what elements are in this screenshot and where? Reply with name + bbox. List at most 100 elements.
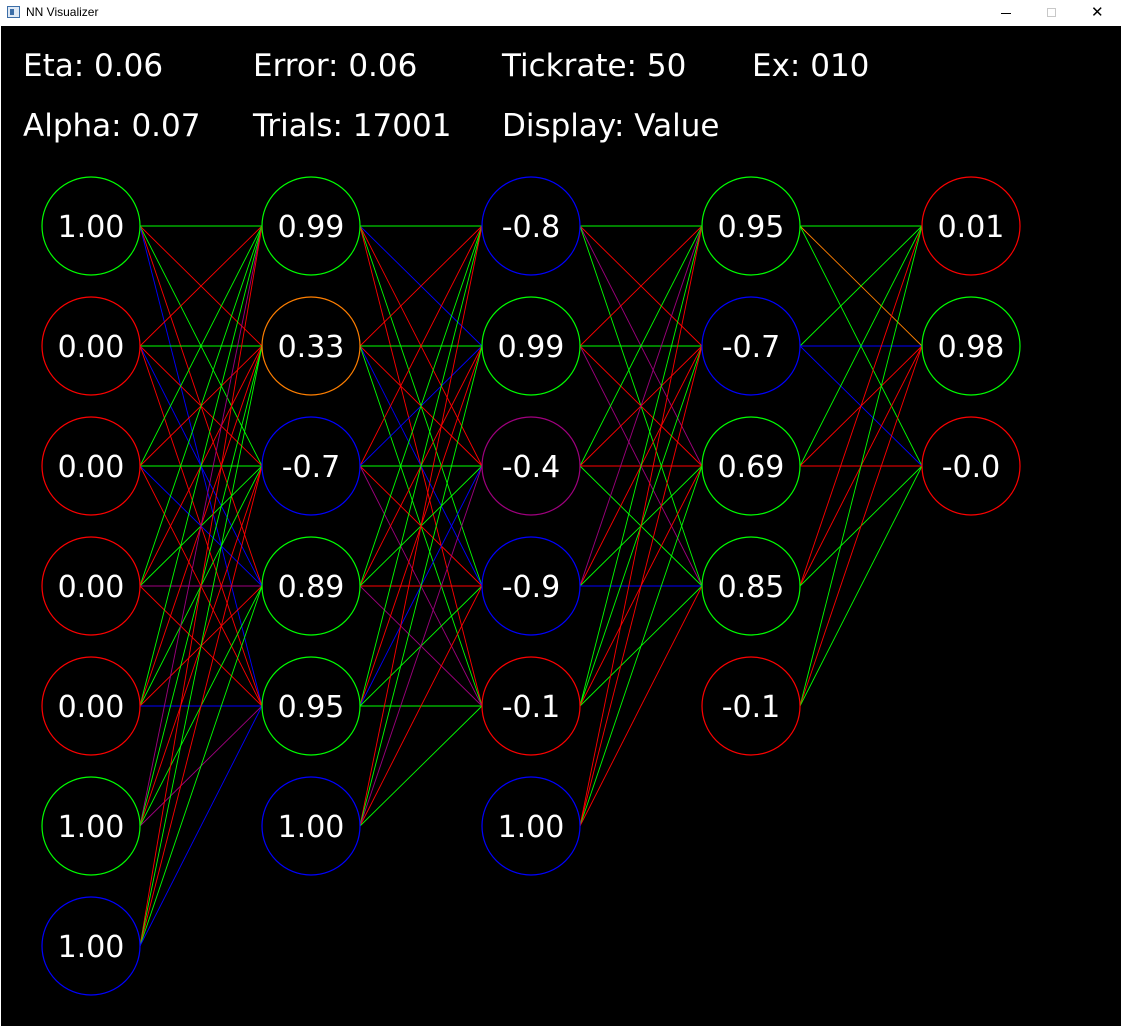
display-mode-readout: Display: Value — [502, 108, 720, 144]
neuron-value-l1-n3: 0.89 — [278, 570, 345, 605]
alpha-readout: Alpha: 0.07 — [23, 108, 201, 144]
neuron-value-l0-n2: 0.00 — [58, 450, 125, 485]
neuron-value-l0-n3: 0.00 — [58, 570, 125, 605]
visualizer-canvas[interactable]: 1.00 0.00 0.00 0.00 0.00 1.00 1.00 0.99 0.33 -0.7… — [1, 26, 1121, 1026]
weight-line-l3-n1-to-n0 — [799, 225, 923, 347]
neuron-l0-n1 — [41, 296, 141, 396]
neuron-value-l3-n0: 0.95 — [718, 210, 785, 245]
weight-line-l0-n1-to-n0 — [139, 225, 263, 347]
neuron-l3-n0 — [701, 176, 801, 276]
neuron-value-l4-n2: -0.0 — [942, 450, 1001, 485]
neuron-l1-n0 — [261, 176, 361, 276]
title-bar[interactable]: NN Visualizer ✕ — [0, 0, 1122, 26]
neuron-l1-n3 — [261, 536, 361, 636]
weight-line-l3-n2-to-n0 — [799, 225, 923, 467]
weight-line-l0-n6-to-n4 — [139, 705, 263, 947]
neuron-l4-n1 — [921, 296, 1021, 396]
neuron-l1-n2 — [261, 416, 361, 516]
minimize-button[interactable] — [983, 0, 1029, 26]
weight-line-l0-n3-to-n0 — [139, 225, 263, 587]
weight-line-l2-n5-to-n0 — [579, 225, 703, 827]
network-diagram: 1.00 0.00 0.00 0.00 0.00 1.00 1.00 0.99 0.33 -0.7… — [41, 176, 1021, 996]
neuron-l4-n2 — [921, 416, 1021, 516]
neuron-value-l4-n0: 0.01 — [938, 210, 1005, 245]
weight-line-l2-n4-to-n0 — [579, 225, 703, 707]
weight-line-l0-n4-to-n0 — [139, 225, 263, 707]
weight-line-l3-n4-to-n0 — [799, 225, 923, 707]
neuron-value-l4-n1: 0.98 — [938, 330, 1005, 365]
neuron-value-l0-n6: 1.00 — [58, 930, 125, 965]
neuron-layers: 1.00 0.00 0.00 0.00 0.00 1.00 1.00 0.99 0.33 -0.7… — [41, 176, 1021, 996]
neuron-value-l0-n0: 1.00 — [58, 210, 125, 245]
neuron-value-l1-n0: 0.99 — [278, 210, 345, 245]
tickrate-readout: Tickrate: 50 — [502, 48, 687, 84]
neuron-value-l2-n0: -0.8 — [502, 210, 561, 245]
weight-line-l0-n6-to-n3 — [139, 585, 263, 947]
weight-line-l1-n3-to-n0 — [359, 225, 483, 587]
weight-line-l0-n2-to-n0 — [139, 225, 263, 467]
neuron-value-l2-n3: -0.9 — [502, 570, 561, 605]
neuron-l2-n3 — [481, 536, 581, 636]
minimize-icon — [1001, 13, 1011, 14]
weight-line-l1-n2-to-n0 — [359, 225, 483, 467]
close-button[interactable]: ✕ — [1075, 0, 1121, 26]
weight-line-l2-n2-to-n0 — [579, 225, 703, 467]
neuron-value-l3-n1: -0.7 — [722, 330, 781, 365]
weight-line-l1-n5-to-n2 — [359, 465, 483, 827]
neuron-l1-n4 — [261, 656, 361, 756]
weight-line-l3-n4-to-n2 — [799, 465, 923, 707]
error-readout: Error: 0.06 — [253, 48, 418, 84]
neuron-l3-n2 — [701, 416, 801, 516]
neuron-value-l0-n5: 1.00 — [58, 810, 125, 845]
neuron-value-l1-n1: 0.33 — [278, 330, 345, 365]
weight-line-l0-n6-to-n0 — [139, 225, 263, 947]
neuron-value-l3-n4: -0.1 — [722, 690, 781, 725]
neuron-l2-n5 — [481, 776, 581, 876]
close-icon: ✕ — [1091, 3, 1104, 21]
weight-line-l1-n5-to-n4 — [359, 705, 483, 827]
weight-line-l1-n5-to-n0 — [359, 225, 483, 827]
weight-line-l0-n6-to-n1 — [139, 345, 263, 947]
weight-line-l2-n5-to-n2 — [579, 465, 703, 827]
neuron-value-l2-n4: -0.1 — [502, 690, 561, 725]
eta-readout: Eta: 0.06 — [23, 48, 164, 84]
neuron-l1-n5 — [261, 776, 361, 876]
weight-line-l2-n5-to-n3 — [579, 585, 703, 827]
maximize-button[interactable] — [1029, 0, 1075, 26]
neuron-l3-n4 — [701, 656, 801, 756]
neuron-l0-n4 — [41, 656, 141, 756]
weight-line-l1-n5-to-n1 — [359, 345, 483, 827]
neuron-l0-n5 — [41, 776, 141, 876]
neuron-value-l0-n4: 0.00 — [58, 690, 125, 725]
weight-line-l0-n6-to-n2 — [139, 465, 263, 947]
neuron-l3-n3 — [701, 536, 801, 636]
neuron-l0-n0 — [41, 176, 141, 276]
weight-line-l1-n5-to-n3 — [359, 585, 483, 827]
neuron-l2-n2 — [481, 416, 581, 516]
weight-line-l2-n3-to-n0 — [579, 225, 703, 587]
weight-line-l3-n4-to-n1 — [799, 345, 923, 707]
neuron-l2-n1 — [481, 296, 581, 396]
weight-line-l3-n3-to-n0 — [799, 225, 923, 587]
neuron-l0-n6 — [41, 896, 141, 996]
neuron-l4-n0 — [921, 176, 1021, 276]
weight-line-l2-n1-to-n0 — [579, 225, 703, 347]
neuron-l0-n3 — [41, 536, 141, 636]
weight-line-l2-n5-to-n1 — [579, 345, 703, 827]
stats-panel: Eta: 0.06 Error: 0.06 Tickrate: 50 Ex: 0… — [1, 26, 1121, 186]
neuron-l0-n2 — [41, 416, 141, 516]
maximize-icon — [1047, 8, 1056, 17]
neuron-value-l1-n2: -0.7 — [282, 450, 341, 485]
neuron-l3-n1 — [701, 296, 801, 396]
weight-line-l1-n4-to-n0 — [359, 225, 483, 707]
weight-line-l0-n5-to-n0 — [139, 225, 263, 827]
neuron-l2-n0 — [481, 176, 581, 276]
window-title: NN Visualizer — [26, 5, 99, 19]
weight-line-l1-n1-to-n0 — [359, 225, 483, 347]
neuron-value-l2-n1: 0.99 — [498, 330, 565, 365]
neuron-l1-n1 — [261, 296, 361, 396]
neuron-value-l1-n5: 1.00 — [278, 810, 345, 845]
trials-readout: Trials: 17001 — [253, 108, 452, 144]
example-readout: Ex: 010 — [752, 48, 870, 84]
